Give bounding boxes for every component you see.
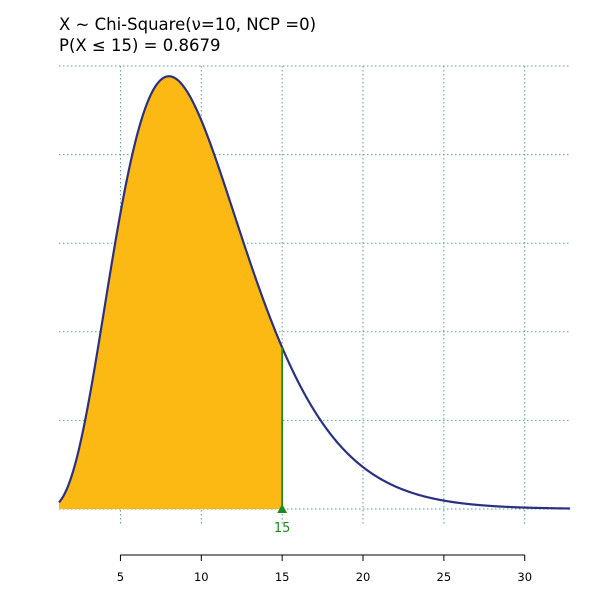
x-tick-label-10: 10 (194, 570, 209, 584)
x-tick-label-20: 20 (356, 570, 371, 584)
chart-subtitle: P(X ≤ 15) = 0.8679 (59, 36, 221, 55)
curve-layer (58, 75, 571, 510)
marker-label: 15 (274, 521, 291, 536)
marker-triangle (277, 504, 288, 513)
x-tick-label-15: 15 (275, 570, 290, 584)
x-tick-label-5: 5 (117, 570, 124, 584)
shaded-area (59, 76, 283, 509)
chart-title-block: X ~ Chi-Square(ν=10, NCP =0) P(X ≤ 15) =… (59, 14, 316, 56)
chart-title: X ~ Chi-Square(ν=10, NCP =0) (59, 15, 317, 34)
x-tick-label-25: 25 (437, 570, 452, 584)
marker-layer: 15 (274, 347, 291, 536)
x-tick-label-30: 30 (517, 570, 532, 584)
fill-layer (59, 76, 283, 509)
density-curve (58, 75, 571, 510)
x-axis: 5 10 15 20 25 30 (117, 554, 532, 584)
